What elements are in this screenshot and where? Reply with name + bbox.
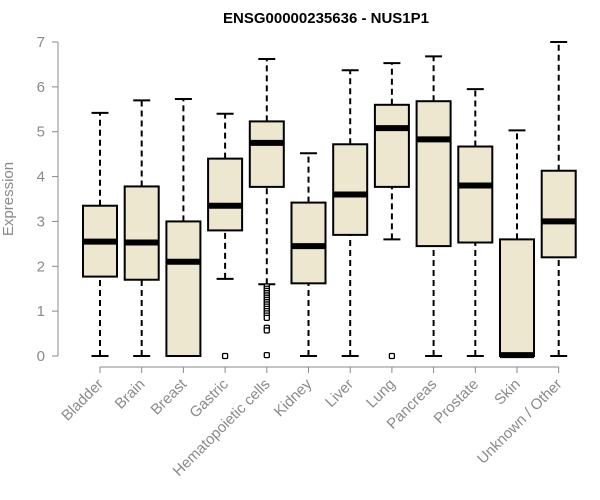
- y-tick-label: 5: [37, 124, 45, 141]
- box-unknown-other: [540, 41, 577, 357]
- y-axis-label: Expression: [0, 162, 17, 236]
- box-kidney: [290, 152, 327, 357]
- box-skin: [499, 129, 535, 359]
- chart-title: ENSG00000235636 - NUS1P1: [223, 10, 429, 27]
- y-tick-label: 0: [37, 348, 45, 365]
- x-tick-label: Brain: [112, 376, 149, 413]
- box-breast: [165, 97, 202, 357]
- x-tick-label: Prostate: [431, 376, 483, 428]
- box-iqr: [123, 185, 160, 281]
- outlier-point: [388, 352, 396, 360]
- x-tick-label: Liver: [322, 376, 357, 411]
- boxes-layer: [82, 41, 577, 360]
- x-tick-label: Bladder: [58, 376, 107, 425]
- x-tick-label: Skin: [491, 376, 524, 409]
- y-tick-label: 6: [37, 79, 45, 96]
- box-iqr: [207, 157, 244, 232]
- box-gastric: [207, 112, 244, 360]
- box-liver: [332, 69, 369, 357]
- box-iqr: [290, 201, 327, 285]
- box-iqr: [499, 238, 535, 357]
- box-pancreas: [415, 55, 452, 357]
- box-iqr: [248, 120, 285, 188]
- box-iqr: [332, 143, 369, 236]
- y-tick-label: 2: [37, 258, 45, 275]
- x-tick-label: Breast: [148, 375, 191, 418]
- outlier-point: [263, 351, 270, 359]
- outlier-point: [263, 327, 270, 334]
- y-tick-label: 7: [37, 34, 45, 51]
- box-bladder: [82, 111, 118, 357]
- box-prostate: [457, 88, 494, 357]
- box-iqr: [373, 103, 410, 188]
- x-tick-label: Kidney: [271, 375, 316, 420]
- box-iqr: [540, 169, 577, 259]
- y-axis: 0 1 2 3 4 5 6 7: [37, 34, 59, 365]
- box-iqr: [165, 220, 202, 357]
- outlier-point: [221, 352, 229, 360]
- y-tick-label: 3: [37, 213, 45, 230]
- y-tick-label: 1: [37, 303, 45, 320]
- box-iqr: [415, 100, 452, 248]
- box-hematopoietic-cells: [248, 58, 285, 359]
- box-brain: [123, 99, 160, 357]
- box-iqr: [457, 145, 494, 244]
- y-tick-label: 4: [37, 169, 45, 186]
- x-tick-label: Lung: [363, 376, 399, 412]
- outlier-point: [263, 314, 270, 322]
- box-lung: [373, 62, 410, 360]
